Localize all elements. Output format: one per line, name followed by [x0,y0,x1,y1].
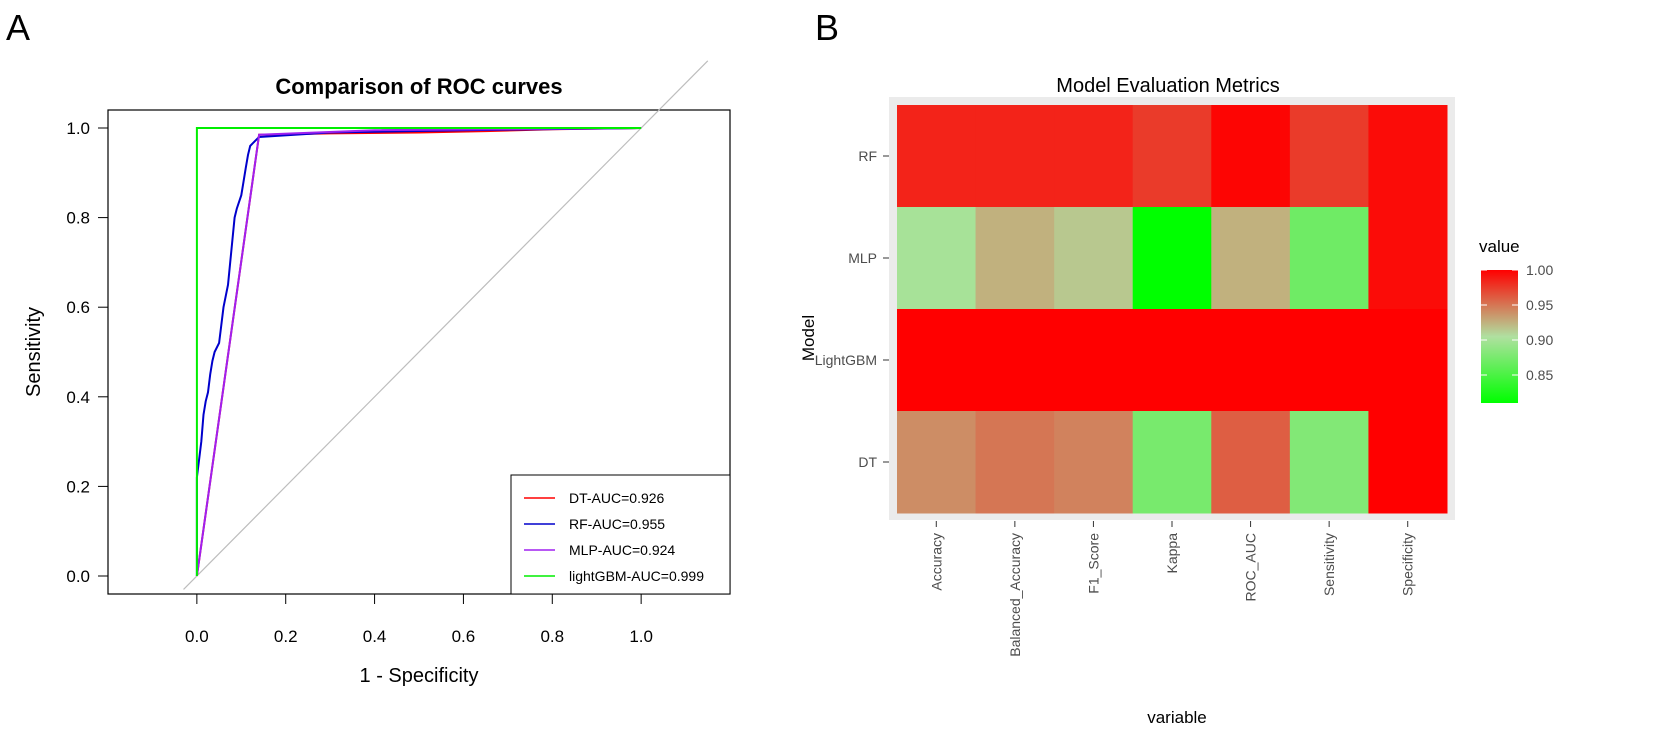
roc-series-line-3 [195,127,642,576]
heatmap-cell [975,411,1055,514]
heatmap-cell [1132,411,1212,514]
roc-x-tick-label: 0.8 [540,627,564,646]
heatmap-x-tick-label: Balanced_Accuracy [1007,533,1023,657]
heatmap-cell [1132,309,1212,412]
roc-title: Comparison of ROC curves [275,74,562,99]
heatmap-legend-tick-label: 0.85 [1526,367,1553,383]
heatmap-cell [1132,207,1212,310]
heatmap-legend-tick-label: 0.90 [1526,332,1553,348]
heatmap-title: Model Evaluation Metrics [1056,75,1279,97]
heatmap-cell [1368,105,1448,208]
heatmap-y-tick-label: RF [858,148,877,164]
roc-y-tick-label: 1.0 [66,119,90,138]
heatmap-cell [1368,207,1448,310]
roc-legend-label: RF-AUC=0.955 [569,516,665,532]
heatmap-cell [1054,411,1134,514]
heatmap-x-tick-label: Kappa [1164,533,1180,574]
roc-legend-box [510,474,731,595]
heatmap-cell [1054,105,1134,208]
roc-x-tick-label: 0.6 [452,627,476,646]
roc-series-line-1 [195,127,642,576]
heatmap-cell [897,411,977,514]
heatmap-x-tick-label: Sensitivity [1321,533,1337,596]
heatmap-cell [897,207,977,310]
roc-legend: DT-AUC=0.926 RF-AUC=0.955 MLP-AUC=0.924 lig… [510,474,731,595]
roc-y-tick-label: 0.0 [66,567,90,586]
heatmap-cell [1289,105,1369,208]
roc-legend-label: lightGBM-AUC=0.999 [569,568,704,584]
roc-y-tick-label: 0.2 [66,477,90,496]
heatmap-x-tick-label: ROC_AUC [1243,533,1259,601]
heatmap-cell [1368,411,1448,514]
heatmap-cell [1211,105,1291,208]
heatmap-cell [1054,207,1134,310]
roc-x-axis-label: 1 - Specificity [360,665,479,687]
heatmap-cell [1132,105,1212,208]
heatmap-x-axis-label: variable [1147,708,1207,727]
roc-y-axis-label: Sensitivity [23,307,45,397]
roc-x-tick-label: 0.4 [363,627,387,646]
heatmap-cell [1054,309,1134,412]
heatmap-cell [1211,309,1291,412]
heatmap-legend: value 0.85 0.90 0.95 1.00 [1479,237,1553,403]
roc-y-tick-label: 0.8 [66,209,90,228]
roc-x-tick-label: 0.2 [274,627,298,646]
heatmap-cell [1368,309,1448,412]
heatmap-cell [1289,411,1369,514]
heatmap-x-tick-label: F1_Score [1085,533,1101,594]
heatmap-cell [897,105,977,208]
roc-y-tick-label: 0.4 [66,388,90,407]
heatmap-cell [1289,309,1369,412]
heatmap-cell [975,105,1055,208]
heatmap-y-axis-label: Model [799,315,818,361]
heatmap-cell [1289,207,1369,310]
heatmap-cell [975,207,1055,310]
heatmap-cell [1211,207,1291,310]
panel-label-a: A [6,7,30,48]
heatmap-cell [975,309,1055,412]
roc-x-tick-label: 0.0 [185,627,209,646]
roc-legend-label: MLP-AUC=0.924 [569,542,675,558]
roc-legend-label: DT-AUC=0.926 [569,490,665,506]
panel-label-b: B [815,7,839,48]
heatmap-y-tick-label: DT [858,454,877,470]
heatmap-legend-title: value [1479,237,1520,256]
roc-series-line-2 [195,127,642,577]
heatmap-y-tick-label: MLP [848,250,877,266]
roc-x-tick-label: 1.0 [629,627,653,646]
roc-chart: Comparison of ROC curves 0.0 0.2 0.4 0.6 0.8… [23,60,731,687]
heatmap-x-tick-label: Accuracy [928,533,944,591]
heatmap-legend-tick-label: 0.95 [1526,297,1553,313]
heatmap-cell [897,309,977,412]
heatmap-cell [1211,411,1291,514]
heatmap-x-tick-label: Specificity [1400,533,1416,596]
heatmap-colorbar [1481,270,1518,403]
heatmap-chart: Model Evaluation Metrics RF MLP LightGBM DT… [799,75,1553,727]
roc-diagonal-reference [183,60,709,590]
heatmap-legend-tick-label: 1.00 [1526,262,1553,278]
roc-y-tick-label: 0.6 [66,298,90,317]
heatmap-y-tick-label: LightGBM [815,352,877,368]
